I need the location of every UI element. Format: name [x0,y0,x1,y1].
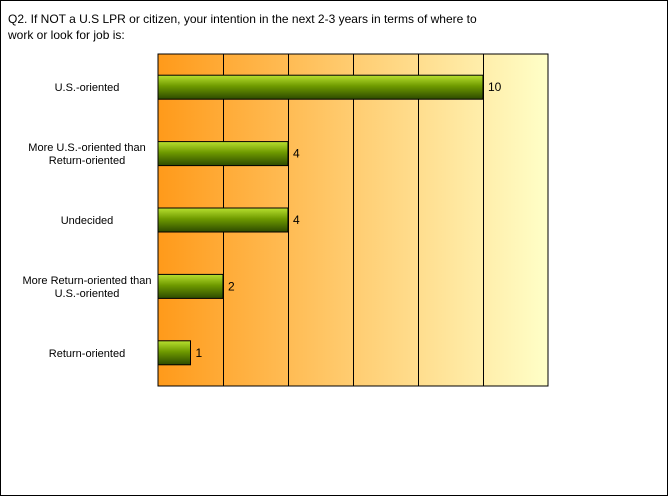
data-label: 10 [488,80,502,94]
category-labels: U.S.-oriented More U.S.-oriented than Retu… [22,82,151,360]
chart-title: Q2. If NOT a U.S LPR or citizen, your in… [8,12,477,42]
data-label: 2 [228,279,235,293]
bar [157,340,191,366]
bar [157,141,289,167]
data-label: 1 [196,346,203,360]
category-label: Undecided [61,215,114,227]
category-label: U.S.-oriented [55,82,120,94]
category-label: More U.S.-oriented than Return-oriented [28,142,145,167]
category-label: More Return-oriented than U.S.-oriented [22,275,151,300]
bar [157,207,289,233]
data-label: 4 [293,213,300,227]
bars [157,74,484,366]
category-label: Return-oriented [49,348,125,360]
bar [157,74,484,100]
bar [157,273,224,299]
data-label: 4 [293,147,300,161]
value-labels: 10 4 4 2 1 [196,80,502,360]
